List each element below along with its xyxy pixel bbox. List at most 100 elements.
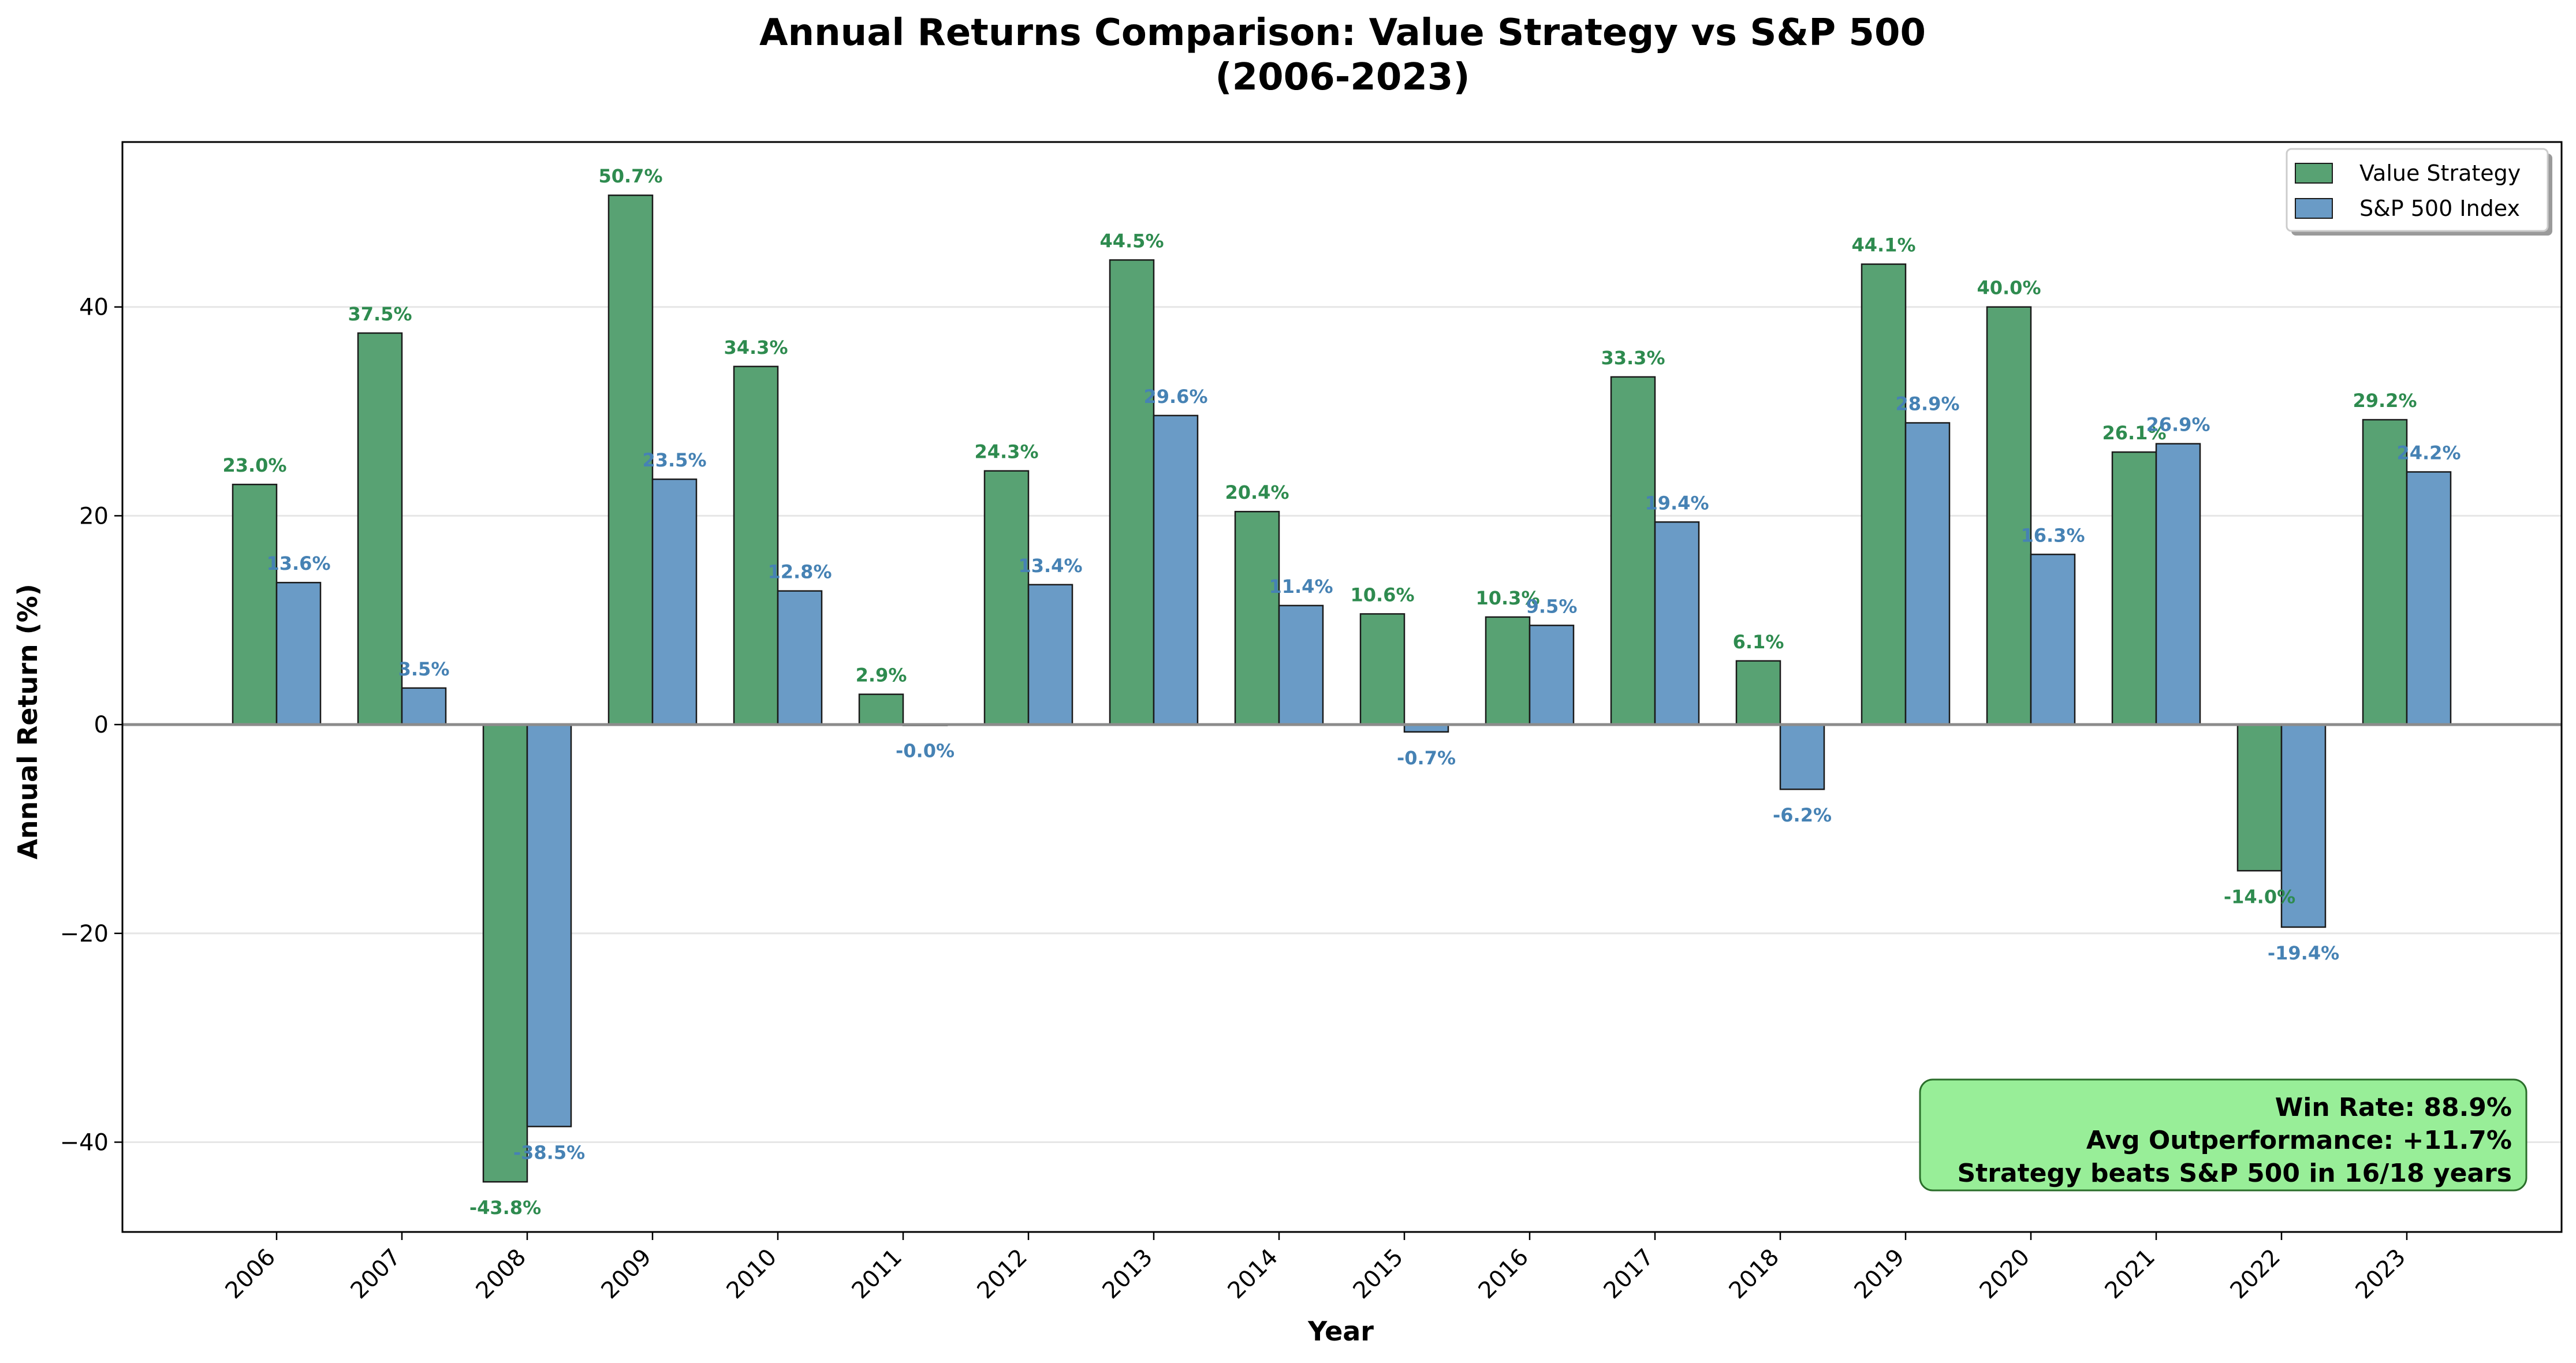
x-tick-label: 2022 xyxy=(2225,1244,2286,1305)
data-label: 23.0% xyxy=(222,454,286,476)
y-axis-label: Annual Return (%) xyxy=(12,584,43,860)
data-label: -19.4% xyxy=(2268,942,2339,964)
x-tick-label: 2021 xyxy=(2100,1244,2161,1305)
bar-value-strategy-2008 xyxy=(482,723,528,1183)
bar-value-strategy-2015 xyxy=(1359,613,1406,726)
bar-value-strategy-2022 xyxy=(2236,723,2283,872)
data-label: 12.8% xyxy=(767,561,832,583)
bar-sp500-2013 xyxy=(1153,414,1199,726)
bar-value-strategy-2017 xyxy=(1610,376,1656,726)
data-labels: 23.0% 37.5% -43.8% 50.7% 34.3% 2.9% 24.3% 44.5%… xyxy=(222,165,2461,1219)
data-label: 24.2% xyxy=(2396,442,2461,464)
bar-sp500-2007 xyxy=(401,687,447,726)
bar-value-strategy-2019 xyxy=(1861,263,1907,726)
data-label: 50.7% xyxy=(598,165,662,187)
data-label: 29.2% xyxy=(2353,390,2417,412)
bar-sp500-2014 xyxy=(1278,604,1324,726)
bar-sp500-2020 xyxy=(2030,554,2076,726)
x-tick-label: 2011 xyxy=(847,1244,908,1305)
chart-title-line-2: (2006-2023) xyxy=(1215,56,1470,99)
data-label: 34.3% xyxy=(724,337,788,359)
bar-value-strategy-2007 xyxy=(357,332,403,726)
data-label: 11.4% xyxy=(1269,576,1333,598)
chart-title-line-1: Annual Returns Comparison: Value Strateg… xyxy=(759,12,1926,54)
data-label: 44.1% xyxy=(1851,234,1915,256)
x-tick-label: 2014 xyxy=(1223,1244,1284,1305)
bar-sp500-2009 xyxy=(651,478,698,726)
x-tick-label: 2009 xyxy=(597,1244,657,1305)
bar-sp500-2008 xyxy=(526,723,572,1127)
y-tick-label: 20 xyxy=(79,503,109,529)
data-label: 19.4% xyxy=(1645,492,1709,514)
data-label: 37.5% xyxy=(348,303,412,325)
data-label: 10.3% xyxy=(1475,587,1539,609)
stats-avg-outperformance: Avg Outperformance: +11.7% xyxy=(2086,1126,2512,1155)
data-label: -0.0% xyxy=(896,740,955,762)
data-label: -43.8% xyxy=(469,1197,541,1219)
x-tick-label: 2010 xyxy=(722,1244,782,1305)
data-label: 2.9% xyxy=(856,664,907,686)
x-tick-label: 2007 xyxy=(346,1244,407,1305)
y-tick-label: −40 xyxy=(60,1129,109,1156)
x-tick-label: 2013 xyxy=(1098,1244,1158,1305)
plot-frame xyxy=(121,141,2563,1233)
bar-sp500-2006 xyxy=(275,581,322,726)
bar-value-strategy-2010 xyxy=(733,365,779,726)
bar-value-strategy-2020 xyxy=(1986,306,2032,726)
bar-sp500-2016 xyxy=(1529,625,1575,726)
bars xyxy=(232,194,2452,1183)
data-label: 29.6% xyxy=(1143,386,1207,408)
bar-sp500-2022 xyxy=(2280,723,2327,928)
stats-win-rate: Win Rate: 88.9% xyxy=(2275,1093,2512,1122)
x-tick-label: 2016 xyxy=(1474,1244,1534,1305)
y-tick-label: 0 xyxy=(94,712,109,738)
y-tick-label: −20 xyxy=(60,921,109,947)
legend-label-value-strategy: Value Strategy xyxy=(2359,160,2521,186)
bar-value-strategy-2009 xyxy=(607,194,654,726)
data-label: 6.1% xyxy=(1733,631,1784,653)
bar-value-strategy-2023 xyxy=(2362,419,2408,726)
data-label: -0.7% xyxy=(1397,747,1456,769)
bar-sp500-2021 xyxy=(2155,443,2201,726)
bar-value-strategy-2006 xyxy=(232,483,278,726)
data-label: -14.0% xyxy=(2224,886,2295,908)
stats-box: Win Rate: 88.9% Avg Outperformance: +11.… xyxy=(1919,1078,2527,1192)
x-tick-label: 2012 xyxy=(972,1244,1033,1305)
data-label: 9.5% xyxy=(1526,595,1578,617)
data-label: 26.9% xyxy=(2146,414,2210,436)
bar-sp500-2010 xyxy=(777,590,823,726)
data-label: 3.5% xyxy=(398,658,450,680)
data-label: 28.9% xyxy=(1895,393,1959,414)
x-axis-label: Year xyxy=(1307,1316,1374,1347)
legend-swatch-value-strategy xyxy=(2295,163,2333,184)
x-tick-label: 2019 xyxy=(1850,1244,1910,1305)
data-label: -6.2% xyxy=(1773,804,1832,826)
data-label: 20.4% xyxy=(1225,481,1289,503)
bar-value-strategy-2018 xyxy=(1735,660,1781,726)
bar-value-strategy-2021 xyxy=(2111,451,2157,726)
x-tick-label: 2017 xyxy=(1599,1244,1660,1305)
x-tick-label: 2006 xyxy=(221,1244,281,1305)
data-label: 24.3% xyxy=(974,441,1038,463)
legend: Value Strategy S&P 500 Index xyxy=(2286,148,2552,236)
data-label: -38.5% xyxy=(513,1141,585,1163)
data-label: 13.4% xyxy=(1018,555,1082,577)
data-label: 16.3% xyxy=(2020,524,2085,546)
bar-sp500-2012 xyxy=(1027,584,1073,726)
bar-value-strategy-2013 xyxy=(1109,259,1155,726)
bar-value-strategy-2011 xyxy=(858,693,904,726)
legend-swatch-sp500 xyxy=(2295,198,2333,219)
bar-value-strategy-2012 xyxy=(983,470,1030,726)
bar-value-strategy-2014 xyxy=(1234,510,1280,726)
x-tick-label: 2023 xyxy=(2351,1244,2411,1305)
bar-value-strategy-2016 xyxy=(1485,616,1531,726)
data-label: 33.3% xyxy=(1601,347,1665,369)
data-label: 44.5% xyxy=(1099,230,1164,252)
x-tick-label: 2015 xyxy=(1348,1244,1409,1305)
bar-sp500-2018 xyxy=(1779,723,1825,790)
bar-sp500-2019 xyxy=(1904,422,1951,726)
bar-sp500-2017 xyxy=(1654,521,1700,726)
y-tick-label: 40 xyxy=(79,294,109,321)
x-tick-label: 2018 xyxy=(1724,1244,1785,1305)
